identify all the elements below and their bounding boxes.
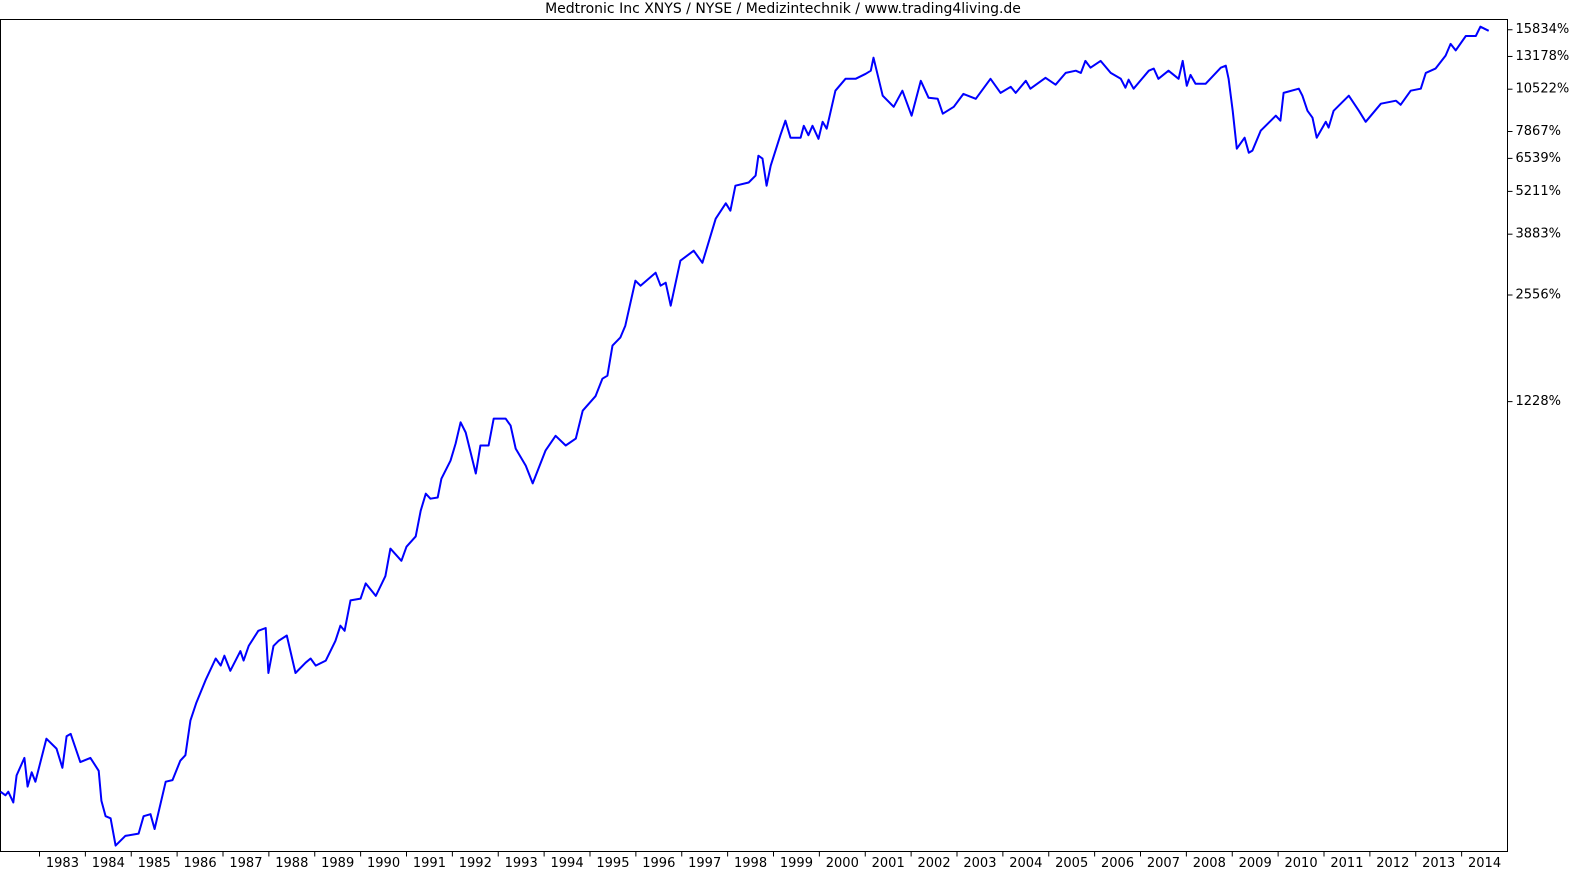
x-tick-label: 2004 (1009, 856, 1042, 871)
x-tick-label: 1989 (321, 856, 354, 871)
x-tick-label: 2013 (1422, 856, 1455, 871)
x-tick-label: 1993 (505, 856, 538, 871)
x-tick-label: 1983 (46, 856, 79, 871)
y-tick-label: 13178% (1516, 49, 1570, 64)
x-tick-label: 2012 (1376, 856, 1409, 871)
x-tick-label: 2000 (826, 856, 859, 871)
x-tick-label: 1992 (459, 856, 492, 871)
x-tick-label: 1988 (275, 856, 308, 871)
y-tick-label: 7867% (1516, 124, 1561, 139)
x-tick-label: 2001 (872, 856, 905, 871)
y-tick-label: 1228% (1516, 394, 1561, 409)
x-tick-label: 2009 (1239, 856, 1272, 871)
x-tick-label: 1984 (92, 856, 125, 871)
plot-frame (0, 19, 1508, 852)
x-tick-label: 1998 (734, 856, 767, 871)
x-tick-label: 2008 (1193, 856, 1226, 871)
x-tick-label: 2003 (963, 856, 996, 871)
x-tick-label: 1995 (596, 856, 629, 871)
x-tick-label: 1985 (138, 856, 171, 871)
x-tick-label: 1990 (367, 856, 400, 871)
y-tick-label: 5211% (1516, 184, 1561, 199)
x-tick-label: 2006 (1101, 856, 1134, 871)
y-tick-label: 10522% (1516, 82, 1570, 97)
y-tick-label: 2556% (1516, 287, 1561, 302)
x-tick-label: 1999 (780, 856, 813, 871)
x-tick-label: 1991 (413, 856, 446, 871)
x-tick-label: 1994 (551, 856, 584, 871)
chart-title: Medtronic Inc XNYS / NYSE / Medizintechn… (545, 1, 1021, 17)
x-tick-label: 2011 (1330, 856, 1363, 871)
y-tick-label: 6539% (1516, 151, 1561, 166)
price-line (0, 25, 1490, 847)
y-tick-label: 15834% (1516, 22, 1570, 37)
x-tick-label: 2014 (1468, 856, 1501, 871)
x-tick-label: 2005 (1055, 856, 1088, 871)
x-tick-label: 2010 (1285, 856, 1318, 871)
x-tick-label: 1986 (184, 856, 217, 871)
x-tick-label: 2002 (918, 856, 951, 871)
x-tick-label: 2007 (1147, 856, 1180, 871)
y-tick-label: 3883% (1516, 227, 1561, 242)
x-tick-label: 1997 (688, 856, 721, 871)
x-tick-label: 1987 (229, 856, 262, 871)
x-tick-label: 1996 (642, 856, 675, 871)
